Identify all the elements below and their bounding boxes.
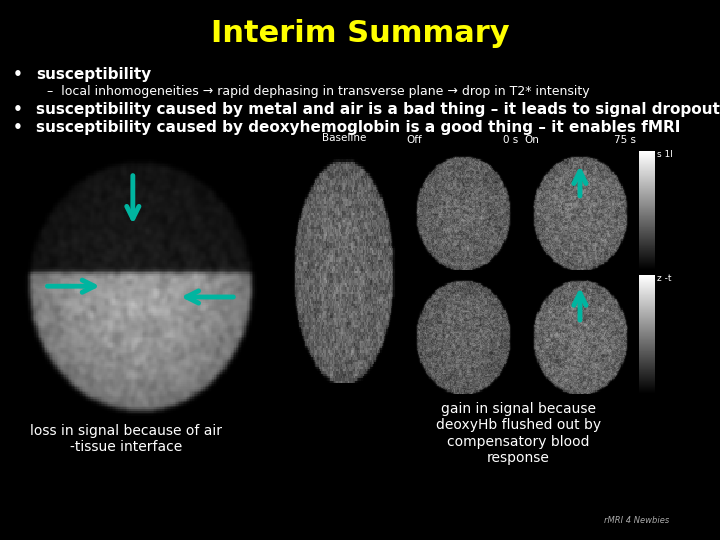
- Text: Interim Summary: Interim Summary: [211, 19, 509, 48]
- Text: 144 s: 144 s: [607, 261, 636, 272]
- Text: s 1l: s 1l: [657, 150, 672, 159]
- Text: 105 s: 105 s: [490, 261, 518, 272]
- Text: susceptibility caused by metal and air is a bad thing – it leads to signal dropo: susceptibility caused by metal and air i…: [36, 102, 720, 117]
- Text: 75 s: 75 s: [613, 134, 636, 145]
- Text: •: •: [13, 120, 23, 135]
- Text: Off: Off: [407, 134, 423, 145]
- Text: rMRI 4 Newbies: rMRI 4 Newbies: [604, 516, 670, 525]
- Text: 0 s: 0 s: [503, 134, 518, 145]
- Text: Off: Off: [407, 261, 423, 272]
- Text: loss in signal because of air
-tissue interface: loss in signal because of air -tissue in…: [30, 424, 222, 454]
- Text: –  local inhomogeneities → rapid dephasing in transverse plane → drop in T2* int: – local inhomogeneities → rapid dephasin…: [47, 85, 590, 98]
- Text: On: On: [524, 134, 539, 145]
- Text: susceptibility: susceptibility: [36, 68, 151, 83]
- Text: Baseline: Baseline: [322, 133, 366, 143]
- Text: z -t: z -t: [657, 274, 671, 284]
- Text: •: •: [13, 102, 23, 117]
- Text: susceptibility caused by deoxyhemoglobin is a good thing – it enables fMRI: susceptibility caused by deoxyhemoglobin…: [36, 120, 680, 135]
- Text: On: On: [524, 261, 539, 272]
- Text: gain in signal because
deoxyHb flushed out by
compensatory blood
response: gain in signal because deoxyHb flushed o…: [436, 402, 601, 465]
- Text: •: •: [13, 68, 23, 83]
